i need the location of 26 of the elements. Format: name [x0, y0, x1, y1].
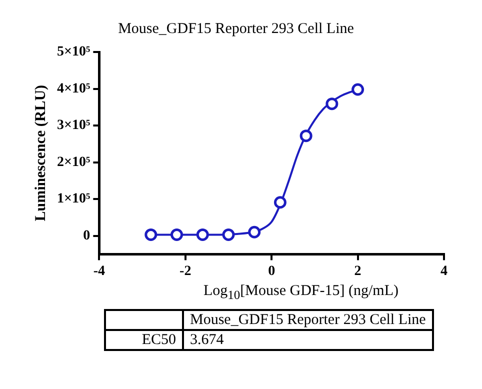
- x-axis-title: Log$_{10}$[Mouse GDF-15] (ng/mL): [202, 283, 400, 304]
- x-tick-label: -4: [93, 264, 106, 280]
- x-tick-label: 0: [268, 264, 276, 280]
- y-tick-label: 5×10⁵: [56, 44, 90, 60]
- point: [326, 98, 338, 110]
- point: [352, 83, 364, 96]
- y-tick-label: 2×10⁵: [56, 154, 90, 170]
- text: EC50: [105, 330, 183, 350]
- y-tick-label: 1×10⁵: [56, 192, 90, 207]
- y-tick-label: 3×10⁵: [56, 118, 90, 134]
- y-axis-title: Luminescence (RLU): [32, 84, 49, 222]
- point: [300, 130, 312, 142]
- chart-title: Mouse_GDF15 Reporter 293 Cell Line: [118, 20, 354, 37]
- point: [196, 228, 209, 241]
- text: 3.674: [183, 330, 433, 350]
- x-tick-label: 4: [440, 264, 448, 280]
- point: [144, 228, 158, 241]
- x-tick-label: 2: [354, 264, 362, 280]
- y-tick-label: 4×10⁵: [56, 81, 90, 96]
- point: [222, 228, 235, 241]
- x-tick-label: -2: [180, 264, 192, 280]
- point: [274, 196, 286, 209]
- point: [170, 228, 184, 241]
- text: Mouse_GDF15 Reporter 293 Cell Line: [183, 310, 433, 330]
- point: [248, 226, 261, 238]
- y-tick-label: 0: [83, 228, 90, 244]
